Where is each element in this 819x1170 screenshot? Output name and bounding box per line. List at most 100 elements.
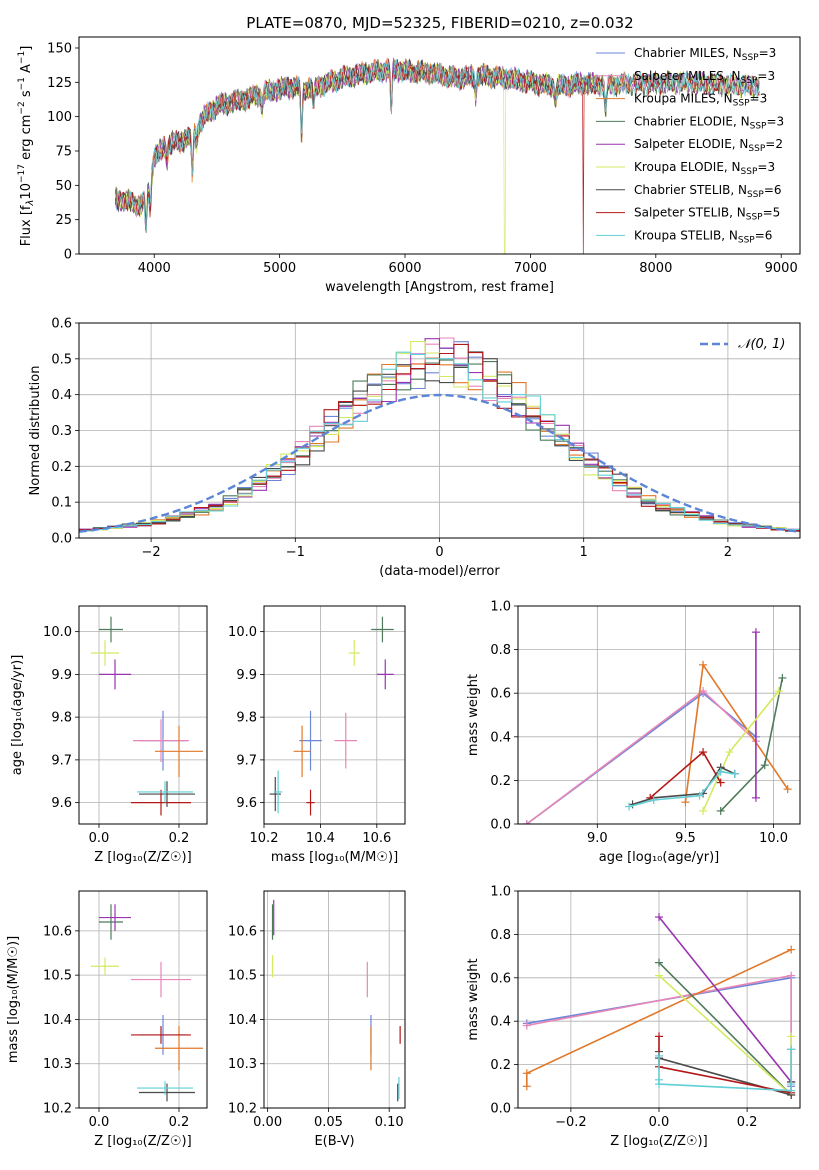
y-axis-label-part: A xyxy=(19,64,34,77)
weight-series-salpeter_elodie xyxy=(655,913,796,1086)
y-axis-label-part: λ xyxy=(25,200,36,207)
x-tick-label: 0.0 xyxy=(89,831,110,846)
y-tick-label: 10.2 xyxy=(43,1102,72,1117)
plot-area xyxy=(79,337,800,533)
legend-label-name: Chabrier ELODIE, N xyxy=(634,114,750,128)
axes-frame xyxy=(78,890,208,1109)
plot-area xyxy=(269,616,394,816)
gaussian-reference-curve xyxy=(79,393,800,533)
y-axis-label-part: ] xyxy=(19,46,34,51)
plot-area xyxy=(115,57,760,254)
y-tick-label: 1.0 xyxy=(490,600,511,615)
errorbar-kroupa_stelib xyxy=(273,770,283,814)
x-tick-label: 0.0 xyxy=(89,1115,110,1130)
errorbar-kroupa_miles xyxy=(155,1026,203,1071)
y-tick-label: 0.6 xyxy=(51,317,72,332)
axes-frame xyxy=(263,605,406,825)
y-axis-label: mass weight xyxy=(466,958,481,1040)
legend-label-name: Chabrier STELIB, N xyxy=(634,183,747,197)
y-tick-label: 0.0 xyxy=(51,532,72,547)
x-tick-label: 10.6 xyxy=(362,831,391,846)
legend-label-name: Kroupa ELODIE, N xyxy=(634,160,741,174)
legend-label-kroupa_elodie: Kroupa ELODIE, NSSP=3 xyxy=(634,160,775,177)
legend-label-suffix: =5 xyxy=(763,206,781,220)
mass_vs_ebv-axes: 0.00 0.05 0.10 10.2 10.3 10.4 10.5 10.6 E(B-V) xyxy=(228,890,406,1149)
x-axis-label: Z [log₁₀(Z/Z☉)] xyxy=(94,1134,191,1149)
legend-label-sub: SSP xyxy=(738,235,755,245)
x-tick-label: 0.05 xyxy=(314,1115,343,1130)
legend-label-suffix: =6 xyxy=(755,228,773,242)
y-tick-label: 0.0 xyxy=(490,818,511,833)
y-tick-label: 10.4 xyxy=(43,1013,72,1028)
weight-series-chabrier_elodie xyxy=(716,673,787,815)
y-tick-label: 0.6 xyxy=(490,687,511,702)
errorbar-salpeter_stelib xyxy=(131,789,191,816)
y-tick-label: 9.9 xyxy=(236,668,257,683)
legend-label-sub: SSP xyxy=(741,76,758,86)
legend-label-salpeter_elodie: Salpeter ELODIE, NSSP=2 xyxy=(634,137,783,154)
legend-label-sub: SSP xyxy=(750,121,767,131)
legend-label-chabrier_stelib: Chabrier STELIB, NSSP=6 xyxy=(634,183,782,200)
plot-area xyxy=(91,616,203,816)
errorbar-kroupa_elodie xyxy=(348,640,360,666)
x-tick-label: 8000 xyxy=(639,261,672,276)
legend-label-suffix: =3 xyxy=(750,92,768,106)
plot-area xyxy=(522,628,792,824)
y-axis-label: Normed distribution xyxy=(28,366,43,496)
y-tick-label: 9.7 xyxy=(236,753,257,768)
y-tick-label: 10.5 xyxy=(228,969,257,984)
x-tick-label: −1 xyxy=(286,545,305,560)
legend-label-suffix: =3 xyxy=(759,46,777,60)
legend-label-sub: SSP xyxy=(742,53,759,63)
errorbar-salpeter_stelib xyxy=(131,1026,191,1044)
weight-line xyxy=(658,916,792,1083)
errorbar-salpeter_miles xyxy=(131,961,191,998)
errorbar-kroupa_miles xyxy=(155,725,203,777)
y-tick-label: 10.3 xyxy=(228,1057,257,1072)
y-tick-label: 0.4 xyxy=(490,730,511,745)
errorbar-kroupa_elodie xyxy=(91,957,119,976)
x-axis-label: Z [log₁₀(Z/Z☉)] xyxy=(94,850,191,865)
x-axis-label: mass [log₁₀(M/M☉)] xyxy=(271,850,398,865)
y-axis-label-part: −17 xyxy=(17,164,27,183)
legend-label-suffix: =3 xyxy=(757,160,775,174)
residual-axes: −2 −1 0 1 2 0.0 0.1 0.2 0.3 0.4 0.5 0.6 (data-model)… xyxy=(28,317,801,579)
legend-label-chabrier_miles: Chabrier MILES, NSSP=3 xyxy=(634,46,776,63)
y-tick-label: 9.7 xyxy=(51,753,72,768)
errorbar-salpeter_miles xyxy=(334,712,358,769)
y-tick-label: 9.8 xyxy=(236,711,257,726)
errorbar-chabrier_miles xyxy=(299,710,322,771)
y-tick-label: 0.8 xyxy=(490,928,511,943)
legend-label-suffix: =6 xyxy=(764,183,782,197)
weight-line xyxy=(526,692,757,824)
y-axis-label: Flux [fλ10−17 erg cm−2 s−1 A−1] xyxy=(17,46,36,247)
legend-label-name: Salpeter STELIB, N xyxy=(634,206,746,220)
x-tick-label: 9.5 xyxy=(675,831,696,846)
y-axis-label-part: −2 xyxy=(17,101,27,114)
spectrum-line-kroupa_stelib xyxy=(115,58,760,231)
x-tick-label: 2 xyxy=(724,545,732,560)
errorbar-kroupa_elodie xyxy=(91,640,119,666)
age_vs_mass-axes: 10.2 10.4 10.6 9.6 9.7 9.8 9.9 10.0 mass [log₁₀(… xyxy=(228,605,406,865)
errorbar-chabrier_elodie xyxy=(99,904,123,940)
errorbar-kroupa_miles xyxy=(293,725,311,777)
legend-label-gaussian: 𝒩(0, 1) xyxy=(738,337,785,352)
x-tick-label: 7000 xyxy=(514,261,547,276)
y-tick-label: 0 xyxy=(64,248,72,263)
y-tick-label: 1.0 xyxy=(490,885,511,900)
x-tick-label: 0 xyxy=(435,545,443,560)
axes-frame xyxy=(78,36,801,255)
x-tick-label: 6000 xyxy=(388,261,421,276)
y-tick-label: 10.0 xyxy=(43,625,72,640)
y-tick-label: 0.6 xyxy=(490,971,511,986)
x-tick-label: 10.0 xyxy=(759,831,788,846)
errorbar-chabrier_stelib xyxy=(269,776,281,812)
y-axis-label-part: −1 xyxy=(17,51,27,64)
y-axis-label-part: Flux [f xyxy=(19,205,34,246)
y-axis-label: mass weight xyxy=(466,674,481,756)
y-tick-label: 0.2 xyxy=(51,460,72,475)
x-axis-label: age [log₁₀(age/yr)] xyxy=(599,850,720,865)
y-tick-label: 25 xyxy=(55,213,72,228)
legend-label-name: Kroupa STELIB, N xyxy=(634,228,738,242)
